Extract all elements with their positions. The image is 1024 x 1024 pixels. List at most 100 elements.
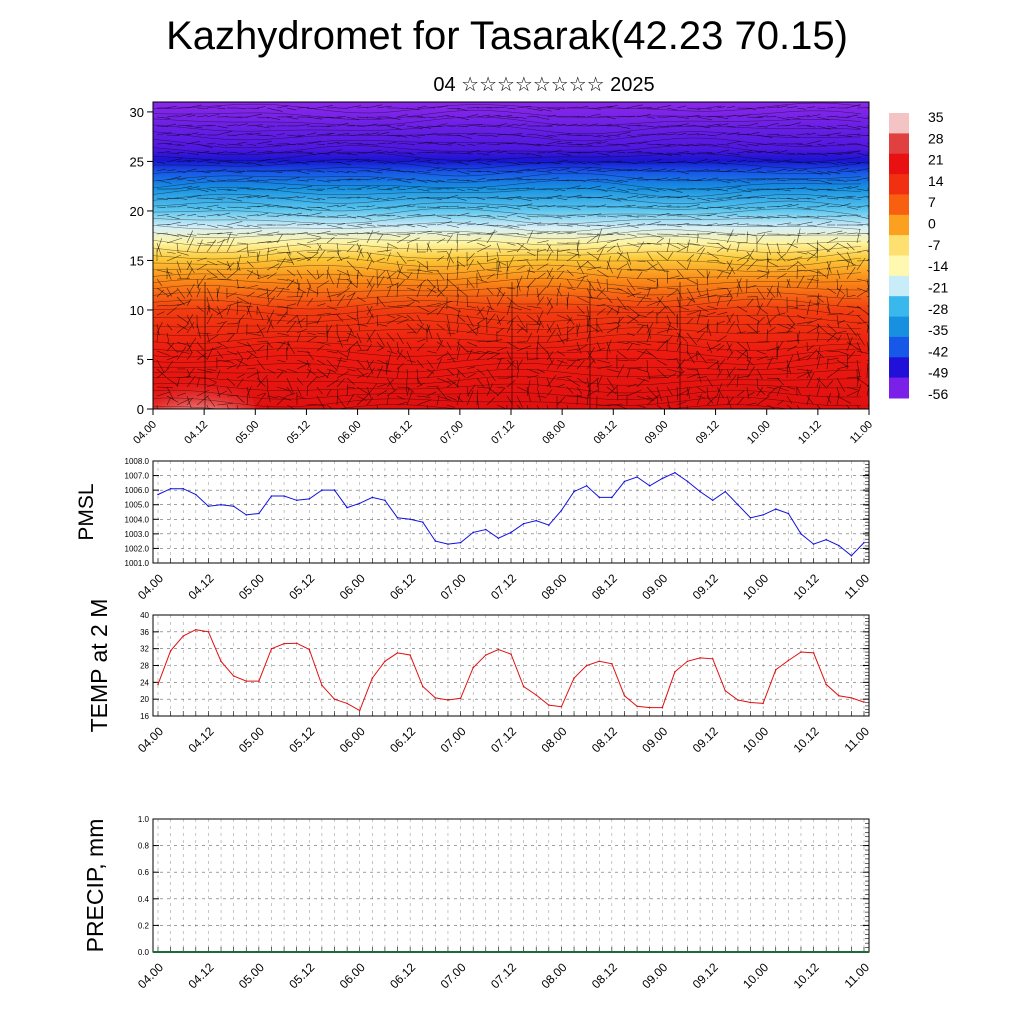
x-tick-label: 08.12 [589, 724, 620, 755]
y-tick-label: 15 [130, 253, 144, 268]
x-tick-label: 07.12 [488, 571, 519, 602]
x-tick-label: 11.00 [848, 419, 875, 446]
data-point [611, 663, 613, 665]
x-tick-label: 06.12 [387, 419, 415, 447]
data-point [838, 695, 840, 697]
colorbar-swatch [889, 296, 909, 318]
data-point [737, 503, 739, 506]
pmsl-panel: 1001.0 1002.0 1003.0 1004.0 1005.0 1006.0 1007… [75, 457, 872, 602]
data-point [510, 653, 512, 655]
colorbar-swatch [889, 153, 909, 175]
data-point [472, 666, 475, 669]
colorbar-swatch [889, 357, 909, 379]
data-point [157, 493, 159, 496]
x-tick-label: 10.12 [791, 960, 822, 991]
data-point [169, 650, 172, 652]
data-point [384, 499, 386, 502]
data-point [611, 496, 613, 499]
data-point [522, 685, 525, 688]
colorbar-label: 28 [928, 130, 944, 146]
data-point [447, 699, 449, 701]
data-point [358, 502, 361, 505]
data-point [812, 543, 815, 545]
data-point [434, 697, 437, 699]
colorbar-swatch [889, 174, 909, 195]
x-tick-label: 06.12 [387, 960, 418, 991]
data-point [207, 631, 210, 633]
x-tick-label: 08.12 [589, 960, 620, 991]
data-point [232, 675, 235, 677]
x-tick-label: 07.12 [488, 724, 519, 755]
data-point [850, 554, 853, 557]
data-point [711, 499, 714, 502]
temp-panel: 16 20 24 28 32 36 40 04.00 04.12 05.00 05.12 06.00 0… [86, 599, 872, 756]
data-point [409, 654, 411, 656]
data-point [548, 704, 550, 706]
data-point [762, 514, 764, 516]
data-point [598, 660, 601, 663]
x-tick-label: 07.00 [438, 960, 469, 991]
data-point [825, 538, 827, 541]
x-tick-label: 10.12 [791, 571, 822, 602]
data-point [838, 544, 840, 547]
x-tick-label: 04.00 [135, 960, 166, 991]
data-point [321, 684, 323, 687]
data-point [522, 522, 525, 525]
y-tick-label: 1007.0 [125, 472, 150, 481]
data-point [409, 518, 411, 521]
y-tick-label: 24 [140, 678, 149, 687]
data-point [333, 698, 336, 700]
y-tick-label: 1003.0 [125, 530, 150, 539]
x-tick-label: 05.12 [286, 724, 317, 755]
colorbar-label: 0 [928, 216, 936, 232]
y-tick-label: 32 [140, 645, 149, 654]
data-point [661, 477, 664, 480]
data-point [699, 490, 701, 493]
x-tick-label: 10.00 [740, 724, 771, 755]
y-tick-label: 16 [140, 712, 149, 721]
data-point [497, 648, 500, 651]
x-tick-label: 05.00 [236, 724, 267, 755]
data-point [800, 533, 802, 535]
x-tick-label: 09.12 [690, 571, 721, 602]
data-point [245, 514, 248, 516]
y-tick-label: 28 [140, 662, 149, 671]
data-point [636, 705, 638, 708]
data-line [157, 629, 865, 712]
x-tick-label: 08.12 [591, 419, 619, 447]
colorbar-label: 35 [928, 109, 944, 125]
x-tick-label: 04.12 [185, 724, 216, 755]
data-point [270, 495, 273, 497]
y-tick-label: 1006.0 [125, 486, 150, 495]
x-tick-label: 11.00 [842, 724, 873, 755]
x-tick-label: 10.00 [740, 960, 771, 991]
data-point [195, 493, 197, 496]
x-tick-label: 06.00 [337, 571, 368, 602]
data-point [333, 489, 336, 491]
data-point [560, 705, 563, 708]
cross-section-panel: 0 5 10 15 20 25 30 04.00 04.12 05.00 05.12 06.00 06… [130, 101, 875, 447]
y-tick-label: 36 [140, 628, 149, 637]
data-point [787, 659, 790, 662]
colorbar-label: -56 [928, 386, 948, 402]
plot-frame [152, 614, 870, 717]
data-point [195, 628, 197, 631]
data-point [396, 517, 399, 519]
data-point [674, 471, 676, 474]
data-point [724, 490, 727, 493]
x-tick-label: 04.00 [135, 571, 166, 602]
y-tick-label: 1001.0 [125, 559, 150, 568]
data-point [535, 519, 537, 522]
data-point [585, 664, 588, 667]
x-tick-label: 04.12 [185, 571, 216, 602]
data-point [422, 685, 424, 688]
x-tick-label: 07.00 [438, 571, 469, 602]
x-tick-label: 07.12 [489, 419, 517, 447]
colorbar-swatch [889, 133, 909, 155]
x-tick-label: 05.00 [233, 419, 261, 447]
data-point [623, 695, 626, 697]
colorbar-swatch [889, 255, 909, 277]
data-point [232, 505, 235, 508]
y-axis-label: PRECIP, mm [82, 819, 108, 953]
